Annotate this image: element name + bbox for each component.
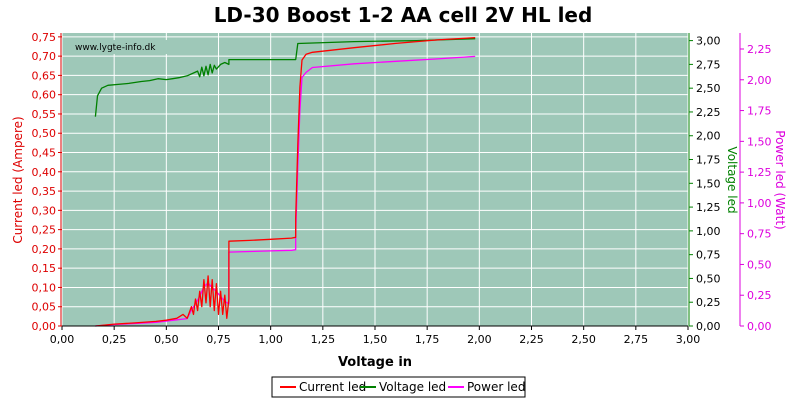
left-tick-label: 0,60 [32,89,57,102]
left-tick-label: 0,35 [32,185,57,198]
series-power-led [95,55,476,327]
x-tick-label: 2,50 [571,333,596,346]
x-tick-label: 2,75 [624,333,649,346]
right1-tick-label: 3,00 [696,35,721,48]
watermark: www.lygte-info.dk [75,43,156,53]
x-tick-label: 2,00 [467,333,492,346]
x-axis-label: Voltage in [338,355,412,370]
x-tick-label: 0,75 [206,333,231,346]
legend-label: Current led [299,380,366,394]
left-tick-label: 0,10 [32,281,57,294]
right1-tick-label: 1,50 [696,177,721,190]
right1-tick-label: 0,75 [696,249,721,262]
right2-tick-label: 1,25 [747,166,772,179]
left-tick-label: 0,05 [32,301,57,314]
left-tick-label: 0,30 [32,204,57,217]
right1-tick-label: 0,00 [696,320,721,333]
series-current-led [95,36,476,327]
x-tick-label: 1,25 [311,333,336,346]
x-tick-label: 1,75 [415,333,440,346]
left-tick-label: 0,20 [32,243,57,256]
series-voltage-led [94,38,476,117]
right2-tick-label: 0,00 [747,320,772,333]
legend: Current led Voltage led Power led [271,376,526,398]
watermark-bg [72,40,168,54]
right2-tick-label: 1,00 [747,197,772,210]
right1-tick-label: 1,00 [696,225,721,238]
right2-tick-label: 0,25 [747,289,772,302]
right1-tick-label: 1,75 [696,154,721,167]
right2-tick-label: 2,25 [747,43,772,56]
right2-tick-label: 0,75 [747,228,772,241]
left-tick-label: 0,75 [32,31,57,44]
right1-tick-label: 1,25 [696,201,721,214]
left-tick-label: 0,00 [32,320,57,333]
legend-label: Voltage led [379,380,446,394]
left-tick-label: 0,65 [32,69,57,82]
right1-tick-label: 2,75 [696,58,721,71]
x-tick-label: 0,00 [50,333,75,346]
x-tick-label: 1,50 [363,333,388,346]
y-axis-label-power: Power led (Watt) [773,130,787,229]
left-tick-label: 0,25 [32,224,57,237]
right1-tick-label: 0,50 [696,272,721,285]
x-tick-label: 0,50 [154,333,179,346]
left-tick-label: 0,45 [32,147,57,160]
x-tick-label: 3,00 [676,333,701,346]
right1-tick-label: 2,00 [696,130,721,143]
left-tick-label: 0,70 [32,50,57,63]
right1-tick-label: 2,25 [696,106,721,119]
x-tick-label: 1,00 [258,333,283,346]
left-tick-label: 0,55 [32,108,57,121]
chart-title: LD-30 Boost 1-2 AA cell 2V HL led [214,3,593,27]
axes-layer: 0,00 0,25 0,50 0,75 1,00 1,25 1,50 1,75 2,00 2,25… [32,31,772,346]
left-tick-label: 0,15 [32,262,57,275]
x-tick-label: 0,25 [102,333,127,346]
series-layer [94,36,476,327]
left-tick-label: 0,50 [32,127,57,140]
y-axis-label-current: Current led (Ampere) [11,116,25,243]
right2-tick-label: 0,50 [747,258,772,271]
x-tick-label: 2,25 [519,333,544,346]
legend-label: Power led [467,380,525,394]
legend-box [271,376,526,398]
right1-tick-label: 2,50 [696,82,721,95]
right2-tick-label: 2,00 [747,74,772,87]
right2-tick-label: 1,75 [747,105,772,118]
right2-tick-label: 1,50 [747,135,772,148]
right1-tick-label: 0,25 [696,296,721,309]
left-tick-label: 0,40 [32,166,57,179]
y-axis-label-voltage: Voltage led [725,146,739,213]
grid [61,33,689,327]
